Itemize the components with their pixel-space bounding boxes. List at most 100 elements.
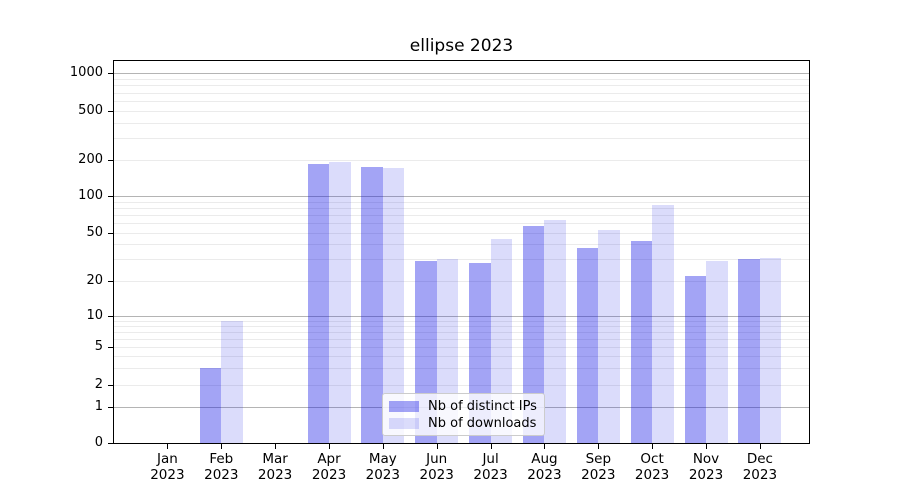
bar-feb-distinct-ips	[199, 368, 222, 443]
x-axis-tick-label-month: Nov	[692, 451, 720, 467]
y-axis-tick	[108, 73, 113, 74]
gridline-minor	[114, 339, 809, 340]
bar-nov-distinct-ips	[684, 276, 706, 443]
x-axis-tick-label-year: 2023	[311, 467, 347, 483]
gridline-minor	[114, 79, 809, 80]
y-axis-tick-label: 20	[86, 273, 103, 288]
x-axis-tick-label-month: Jun	[426, 451, 448, 467]
legend: Nb of distinct IPs Nb of downloads	[382, 393, 545, 436]
gridline-minor	[114, 223, 809, 224]
y-axis-tick	[108, 233, 113, 234]
y-axis-tick	[108, 407, 113, 408]
y-axis-tick-label: 1000	[69, 65, 103, 80]
gridline-minor	[114, 215, 809, 216]
y-axis-tick	[108, 196, 113, 197]
gridline-minor	[114, 281, 809, 282]
x-axis-tick-label-year: 2023	[150, 467, 185, 483]
x-axis-tick-label-year: 2023	[634, 467, 670, 483]
y-axis-tick	[108, 347, 113, 348]
y-axis-tick	[108, 111, 113, 112]
bar-may-downloads	[382, 168, 405, 443]
bar-may-distinct-ips	[361, 167, 383, 443]
gridline-minor	[114, 321, 809, 322]
x-axis-tick-label-year: 2023	[688, 467, 724, 483]
y-axis-tick-label: 10	[86, 308, 103, 323]
x-axis-tick	[544, 444, 546, 449]
gridline-minor	[114, 259, 809, 260]
legend-label-downloads: Nb of downloads	[428, 416, 537, 431]
bar-sep-downloads	[598, 230, 620, 443]
bar-feb-downloads	[221, 321, 243, 443]
x-axis-tick-label-year: 2023	[742, 467, 778, 483]
x-axis-tick-label-month: Apr	[317, 451, 341, 467]
y-axis-tick-label: 50	[86, 225, 103, 240]
x-axis-tick-label-month: Oct	[640, 451, 664, 467]
bar-dec-distinct-ips	[738, 259, 760, 443]
y-axis-tick	[108, 443, 113, 444]
bar-aug-downloads	[544, 220, 566, 443]
x-axis-tick-label-year: 2023	[257, 467, 293, 483]
y-axis-tick	[108, 160, 113, 161]
x-axis-tick	[382, 444, 384, 449]
bar-oct-downloads	[652, 205, 674, 443]
x-axis-tick	[275, 444, 277, 449]
gridline-minor	[114, 326, 809, 327]
x-axis-tick-label-month: Jul	[482, 451, 499, 467]
y-axis-tick-label: 5	[94, 339, 103, 354]
bar-dec-downloads	[759, 258, 782, 443]
gridline-minor	[114, 368, 809, 369]
legend-label-distinct-ips: Nb of distinct IPs	[428, 399, 537, 414]
gridline-minor	[114, 233, 809, 234]
bar-nov-downloads	[706, 261, 728, 443]
x-axis-tick-label-year: 2023	[581, 467, 616, 483]
gridline-minor	[114, 356, 809, 357]
x-axis-tick-label-year: 2023	[365, 467, 400, 483]
y-axis-tick-label: 500	[78, 103, 103, 118]
x-axis-tick	[759, 444, 761, 449]
gridline-minor	[114, 93, 809, 94]
bar-oct-distinct-ips	[630, 241, 653, 443]
plot-area: Nb of distinct IPs Nb of downloads	[113, 60, 810, 444]
legend-item-distinct-ips: Nb of distinct IPs	[389, 399, 537, 414]
gridline-minor	[114, 244, 809, 245]
gridline-major	[114, 316, 809, 317]
legend-swatch-distinct-ips	[389, 401, 419, 412]
chart-title: ellipse 2023	[409, 36, 514, 56]
y-axis-tick-label: 2	[94, 377, 103, 392]
gridline-minor	[114, 160, 809, 161]
legend-swatch-downloads	[389, 418, 419, 429]
bar-apr-distinct-ips	[307, 164, 329, 443]
gridline-minor	[114, 202, 809, 203]
gridline-minor	[114, 138, 809, 139]
gridline-major	[114, 196, 809, 197]
gridline-minor	[114, 101, 809, 102]
x-axis-tick-label-year: 2023	[204, 467, 239, 483]
bar-aug-distinct-ips	[522, 226, 545, 443]
x-axis-tick-label-month: May	[368, 451, 397, 467]
x-axis-tick	[652, 444, 654, 449]
x-axis-tick	[329, 444, 330, 449]
gridline-minor	[114, 85, 809, 86]
y-axis-tick	[108, 316, 113, 317]
x-axis-tick-label-year: 2023	[527, 467, 562, 483]
gridline-minor	[114, 347, 809, 348]
gridline-minor	[114, 385, 809, 386]
gridline-minor	[114, 111, 809, 112]
bar-jul-downloads	[490, 239, 513, 443]
x-axis-tick-label-month: Dec	[746, 451, 773, 467]
x-axis-tick	[167, 444, 169, 449]
bar-apr-downloads	[329, 162, 351, 443]
x-axis-tick-label-month: Aug	[531, 451, 558, 467]
y-axis-tick-label: 200	[78, 152, 103, 167]
x-axis-tick	[221, 444, 223, 449]
x-axis-tick-label-month: Feb	[209, 451, 234, 467]
x-axis-tick-label-year: 2023	[473, 467, 508, 483]
gridline-major	[114, 73, 809, 74]
x-axis-tick	[598, 444, 600, 449]
gridline-minor	[114, 332, 809, 333]
y-axis-tick-label: 100	[78, 188, 103, 203]
y-axis-tick	[108, 385, 113, 386]
x-axis-tick	[706, 444, 707, 449]
bar-sep-distinct-ips	[576, 248, 599, 443]
